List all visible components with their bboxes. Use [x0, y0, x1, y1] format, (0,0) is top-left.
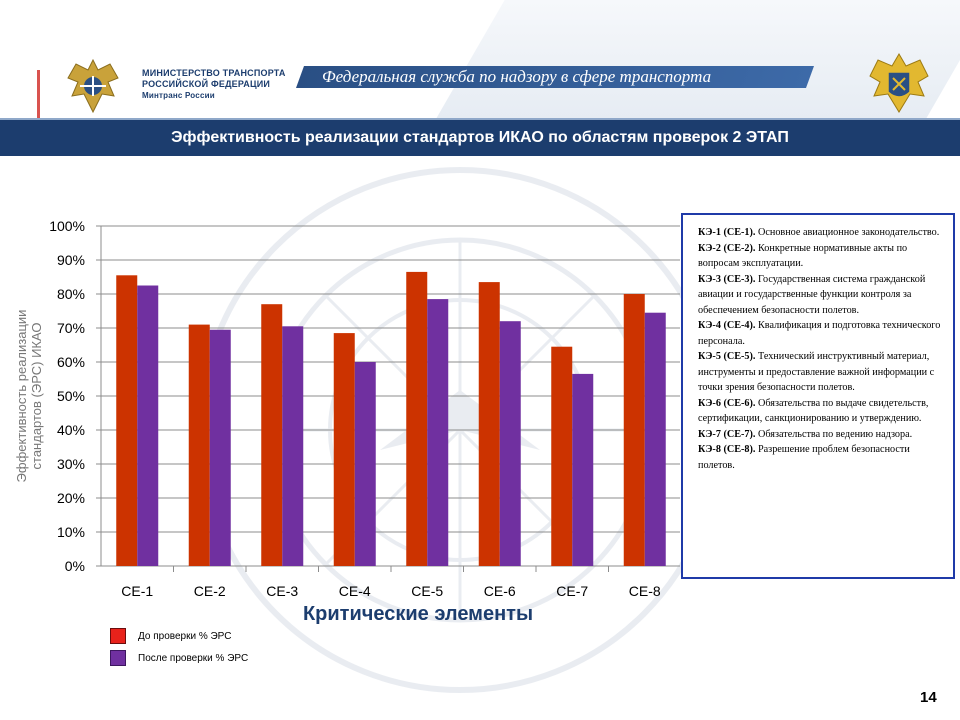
definition-key: КЭ-3 (CE-3).	[698, 273, 756, 285]
y-tick-label: 10%	[57, 524, 85, 540]
x-tick-label: CE-4	[339, 583, 371, 599]
bar-before	[188, 324, 210, 566]
definition-text: Разрешение проблем безопасности полетов.	[698, 444, 910, 471]
x-tick-label: CE-3	[266, 583, 298, 599]
definition-key: КЭ-7 (CE-7).	[698, 428, 756, 440]
bar-before	[116, 275, 138, 566]
y-tick-label: 50%	[57, 388, 85, 404]
bar-after	[644, 312, 666, 566]
ministry-line-3: Минтранс России	[142, 91, 215, 100]
definition-item: КЭ-1 (CE-1). Основное авиационное законо…	[698, 225, 945, 241]
bar-before	[623, 294, 645, 566]
bar-before	[551, 346, 573, 566]
bar-after	[137, 285, 159, 566]
bar-after	[354, 362, 376, 566]
header-red-line	[37, 70, 40, 120]
ministry-emblem-icon	[67, 58, 119, 114]
bar-after	[209, 329, 231, 566]
definition-key: КЭ-2 (CE-2).	[698, 242, 756, 254]
definition-text: Обязательства по выдаче свидетельств, се…	[698, 397, 929, 425]
legend-swatch-before	[110, 628, 126, 644]
bar-before	[406, 271, 428, 566]
y-tick-label: 90%	[57, 252, 85, 268]
legend-item-after: После проверки % ЭРС	[110, 648, 248, 668]
definition-item: КЭ-2 (CE-2). Конкретные нормативные акты…	[698, 241, 945, 272]
y-tick-label: 100%	[49, 218, 85, 234]
x-tick-label: CE-2	[194, 583, 226, 599]
slide-title: Эффективность реализации стандартов ИКАО…	[171, 129, 789, 146]
definition-item: КЭ-8 (CE-8). Разрешение проблем безопасн…	[698, 442, 945, 473]
definition-key: КЭ-8 (CE-8).	[698, 444, 756, 455]
definition-text: Обязательства по ведению надзора.	[755, 428, 913, 440]
definition-key: КЭ-6 (CE-6).	[698, 397, 756, 409]
y-tick-label: 80%	[57, 286, 85, 302]
bar-after	[572, 373, 594, 566]
bar-before	[333, 333, 355, 566]
x-axis-title: Критические элементы	[303, 603, 533, 625]
definition-text: Основное авиационное законодательство.	[755, 227, 940, 238]
agency-name: Федеральная служба по надзору в сфере тр…	[322, 67, 712, 86]
definition-text: Квалификация и подготовка технического п…	[698, 320, 941, 347]
legend-swatch-after	[110, 650, 126, 666]
x-tick-label: CE-1	[121, 583, 153, 599]
ministry-line-2: РОССИЙСКОЙ ФЕДЕРАЦИИ	[142, 79, 271, 89]
ministry-line-1: МИНИСТЕРСТВО ТРАНСПОРТА	[142, 68, 286, 78]
bar-before	[261, 304, 283, 566]
legend-label-after: После проверки % ЭРС	[138, 652, 249, 664]
bar-before	[478, 282, 500, 566]
definition-item: КЭ-3 (CE-3). Государственная система гра…	[698, 272, 945, 319]
definition-text: Технический инструктивный материал, инст…	[698, 351, 935, 393]
title-bar-accent	[0, 118, 960, 120]
legend-item-before: До проверки % ЭРС	[110, 626, 248, 646]
y-tick-label: 40%	[57, 422, 85, 438]
x-tick-label: CE-8	[629, 583, 661, 599]
definition-key: КЭ-4 (CE-4).	[698, 320, 756, 331]
x-tick-label: CE-7	[556, 583, 588, 599]
bar-chart: 0% 10% 20% 30% 40% 50% 60% 70% 80% 90% 100% CE-1 CE-…	[14, 218, 680, 625]
y-tick-label: 20%	[57, 490, 85, 506]
definition-item: КЭ-5 (CE-5). Технический инструктивный м…	[698, 349, 945, 396]
definition-text: Конкретные нормативные акты по вопросам …	[698, 242, 908, 270]
y-tick-label: 60%	[57, 354, 85, 370]
definition-item: КЭ-7 (CE-7). Обязательства по ведению на…	[698, 427, 945, 443]
bar-after	[499, 321, 521, 566]
chart-legend: До проверки % ЭРС После проверки % ЭРС	[110, 626, 248, 670]
x-tick-label: CE-5	[411, 583, 443, 599]
definition-item: КЭ-6 (CE-6). Обязательства по выдаче сви…	[698, 396, 945, 427]
ministry-name: МИНИСТЕРСТВО ТРАНСПОРТА РОССИЙСКОЙ ФЕДЕР…	[142, 68, 286, 101]
title-bar	[0, 120, 960, 156]
definition-key: КЭ-5 (CE-5).	[698, 351, 756, 362]
x-tick-label: CE-6	[484, 583, 516, 599]
y-tick-label: 70%	[57, 320, 85, 336]
y-axis-title: Эффективность реализациистандартов (ЭРС)…	[14, 310, 44, 483]
definition-key: КЭ-1 (CE-1).	[698, 227, 756, 238]
y-tick-label: 0%	[65, 558, 85, 574]
definition-item: КЭ-4 (CE-4). Квалификация и подготовка т…	[698, 318, 945, 349]
definitions-box: КЭ-1 (CE-1). Основное авиационное законо…	[681, 213, 955, 579]
bar-after	[282, 326, 304, 566]
page-number: 14	[920, 689, 937, 706]
y-tick-label: 30%	[57, 456, 85, 472]
definition-text: Государственная система гражданской авиа…	[698, 273, 926, 316]
bar-after	[427, 299, 449, 566]
agency-emblem-icon	[869, 53, 929, 113]
legend-label-before: До проверки % ЭРС	[138, 630, 232, 642]
